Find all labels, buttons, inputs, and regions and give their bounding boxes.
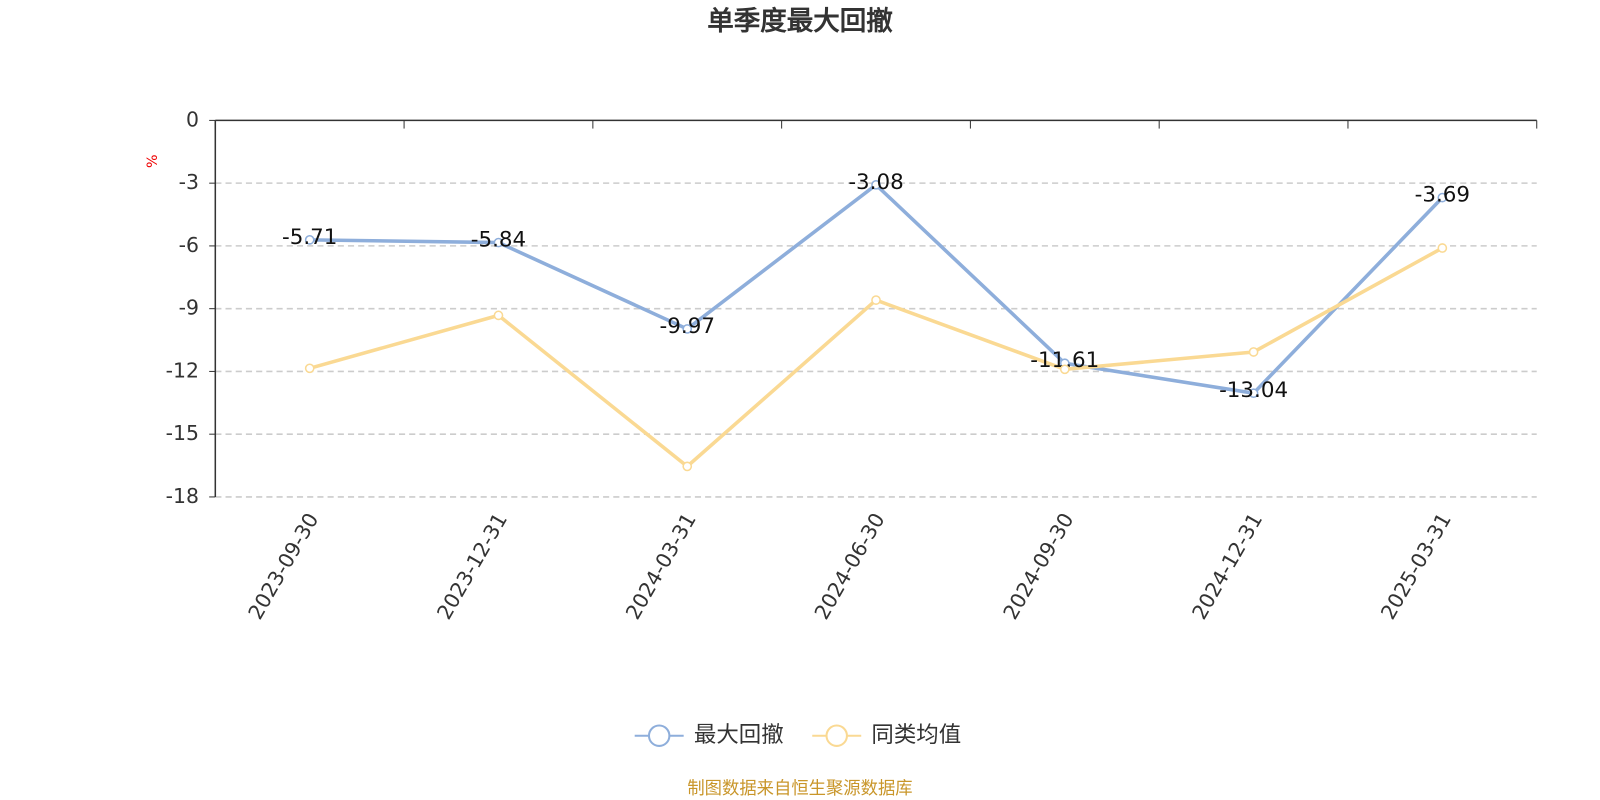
data-label: -3.69: [1415, 183, 1470, 208]
x-tick-label: 2024-03-31: [621, 509, 701, 624]
y-axis-label: %: [145, 154, 161, 168]
data-point: [493, 310, 504, 321]
data-point: [682, 461, 693, 472]
data-point: [871, 295, 881, 305]
x-tick-label: 2025-03-31: [1376, 509, 1456, 624]
data-label: -3.08: [848, 170, 903, 195]
legend-symbol: [825, 724, 848, 747]
legend-symbol: [647, 724, 671, 747]
x-tick-label: 2024-09-30: [998, 509, 1078, 624]
data-label: -5.71: [282, 225, 337, 250]
data-point: [1437, 243, 1448, 253]
legend-label: 最大回撤: [694, 722, 784, 748]
data-point: [682, 324, 693, 334]
legend-label: 同类均值: [871, 722, 961, 748]
x-tick-label: 2024-06-30: [810, 509, 890, 624]
x-tick-label: 2023-12-31: [432, 509, 512, 624]
data-point: [1248, 347, 1259, 357]
data-point: [1059, 364, 1070, 375]
y-tick-label: -18: [166, 484, 199, 508]
y-tick-label: -3: [179, 170, 199, 194]
data-label: -13.04: [1219, 378, 1288, 403]
y-tick-label: 0: [186, 107, 199, 131]
data-point: [304, 235, 315, 245]
data-point: [304, 363, 315, 374]
data-point: [493, 237, 504, 248]
y-tick-label: -15: [166, 421, 199, 445]
data-label: -5.84: [471, 228, 526, 253]
data-point: [1248, 388, 1259, 399]
series-line: [309, 182, 1444, 396]
chart-title: 单季度最大回撤: [707, 6, 893, 37]
y-tick-label: -9: [179, 296, 199, 320]
data-point: [1437, 192, 1448, 203]
data-point: [871, 179, 881, 190]
y-tick-label: -6: [179, 233, 199, 257]
data-label: -9.97: [660, 314, 715, 339]
x-tick-label: 2023-09-30: [243, 509, 323, 624]
y-tick-label: -12: [166, 358, 199, 382]
source-note: 制图数据来自恒生聚源数据库: [687, 779, 912, 799]
x-tick-label: 2024-12-31: [1187, 509, 1267, 624]
